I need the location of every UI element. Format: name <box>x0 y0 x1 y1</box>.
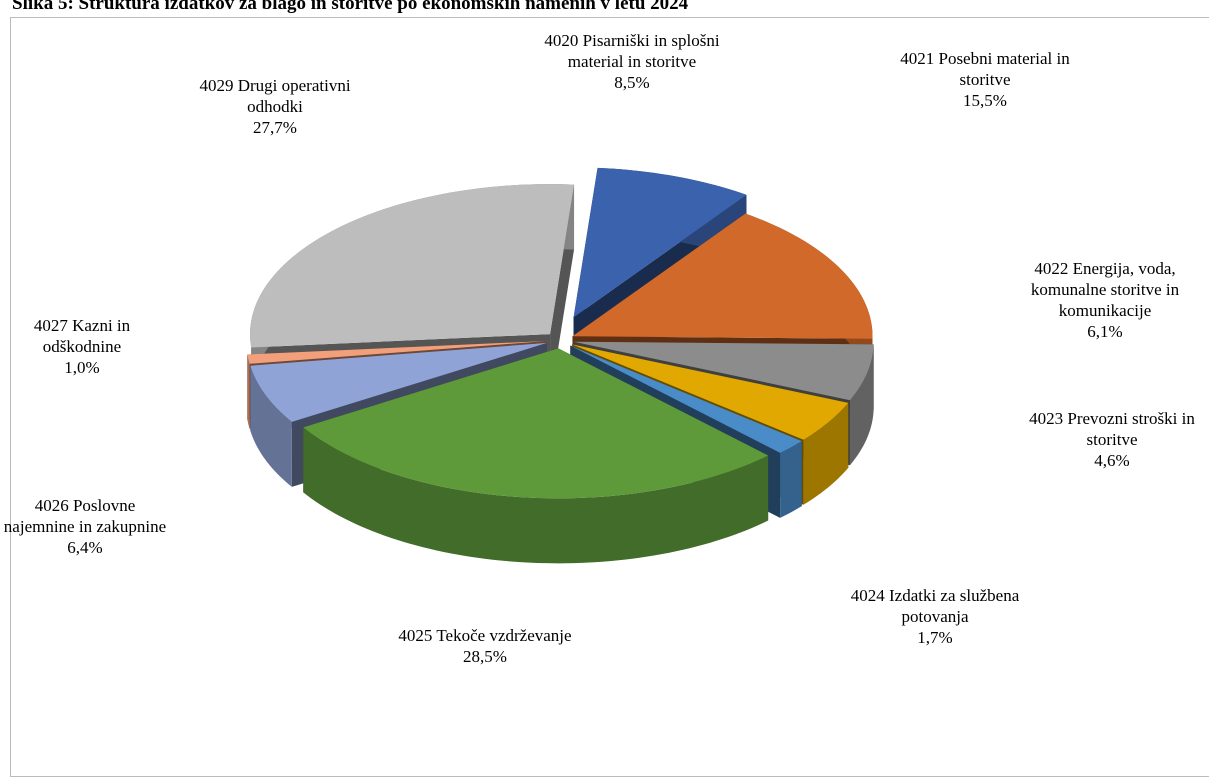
slice-label: 4027 Kazni in odškodnine 1,0% <box>7 315 157 378</box>
slice <box>571 344 849 440</box>
slice <box>573 341 874 401</box>
slice-label: 4021 Posebni material in storitve 15,5% <box>895 48 1075 111</box>
slice-side <box>250 365 292 487</box>
slice <box>573 167 747 318</box>
category-label: 4024 Izdatki za službena potovanja <box>850 586 1020 626</box>
slice <box>250 184 575 348</box>
category-label: 4022 Energija, voda, komunalne storitve … <box>1030 259 1180 320</box>
slice <box>572 213 873 339</box>
slice <box>247 341 547 364</box>
slice-label: 4026 Poslovne najemnine in zakupnine 6,4% <box>0 495 170 558</box>
category-label: 4026 Poslovne najemnine in zakupnine <box>3 496 167 536</box>
slice-side <box>849 344 874 466</box>
value-label: 8,5% <box>614 73 650 92</box>
value-label: 28,5% <box>463 647 507 666</box>
category-label: 4023 Prevozni stroški in storitve <box>1029 409 1195 449</box>
slice-label: 4025 Tekoče vzdrževanje 28,5% <box>390 625 580 667</box>
category-label: 4025 Tekoče vzdrževanje <box>398 626 572 645</box>
slice-label: 4020 Pisarniški in splošni material in s… <box>537 30 727 93</box>
chart-title: Slika 5: Struktura izdatkov za blago in … <box>12 0 689 14</box>
category-label: 4021 Posebni material in storitve <box>900 49 1070 89</box>
category-label: 4029 Drugi operativni odhodki <box>199 76 351 116</box>
slice-side <box>303 427 769 564</box>
slice-side <box>803 402 849 505</box>
value-label: 6,1% <box>1087 322 1123 341</box>
slice-label: 4024 Izdatki za službena potovanja 1,7% <box>840 585 1030 648</box>
value-label: 27,7% <box>253 118 297 137</box>
value-label: 4,6% <box>1094 451 1130 470</box>
slice-label: 4029 Drugi operativni odhodki 27,7% <box>175 75 375 138</box>
value-label: 1,7% <box>917 628 953 647</box>
slice-label: 4022 Energija, voda, komunalne storitve … <box>995 258 1209 342</box>
category-label: 4020 Pisarniški in splošni material in s… <box>544 31 720 71</box>
slice-label: 4023 Prevozni stroški in storitve 4,6% <box>1012 408 1209 471</box>
slice <box>570 345 802 453</box>
slice <box>250 342 547 422</box>
slice-side <box>247 354 250 429</box>
value-label: 6,4% <box>67 538 103 557</box>
slice <box>303 348 769 499</box>
value-label: 15,5% <box>963 91 1007 110</box>
value-label: 1,0% <box>64 358 100 377</box>
category-label: 4027 Kazni in odškodnine <box>33 316 131 356</box>
slice-side <box>780 441 802 518</box>
